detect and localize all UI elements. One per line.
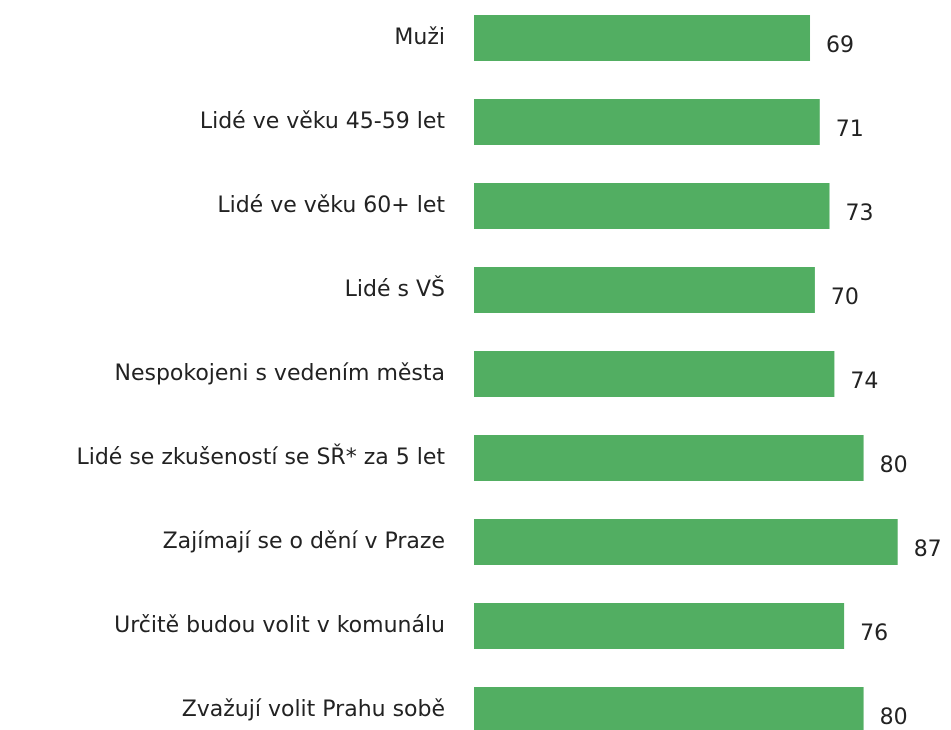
category-label: Zajímají se o dění v Praze: [163, 529, 445, 554]
value-label: 74: [850, 369, 878, 394]
category-label: Lidé ve věku 60+ let: [217, 193, 445, 218]
value-label: 73: [846, 201, 874, 226]
value-label: 70: [831, 285, 859, 310]
bar: [474, 183, 830, 229]
bar: [474, 15, 811, 61]
bar: [474, 267, 815, 313]
bar: [474, 519, 898, 565]
value-label: 80: [880, 705, 908, 730]
bar: [474, 603, 845, 649]
bar: [474, 687, 864, 730]
category-label: Lidé se zkušeností se SŘ* za 5 let: [76, 444, 445, 470]
value-label: 76: [860, 621, 888, 646]
bar: [474, 99, 820, 145]
category-label: Lidé ve věku 45-59 let: [200, 109, 446, 134]
value-label: 71: [836, 117, 864, 142]
value-label: 80: [880, 453, 908, 478]
category-label: Určitě budou volit v komunálu: [114, 613, 445, 638]
category-label: Muži: [394, 25, 445, 50]
bar: [474, 351, 835, 397]
category-label: Nespokojeni s vedením města: [114, 361, 445, 386]
bar: [474, 435, 864, 481]
value-label: 69: [826, 33, 854, 58]
category-label: Lidé s VŠ: [345, 276, 445, 302]
category-label: Zvažují volit Prahu sobě: [182, 697, 445, 722]
value-label: 87: [914, 537, 942, 562]
